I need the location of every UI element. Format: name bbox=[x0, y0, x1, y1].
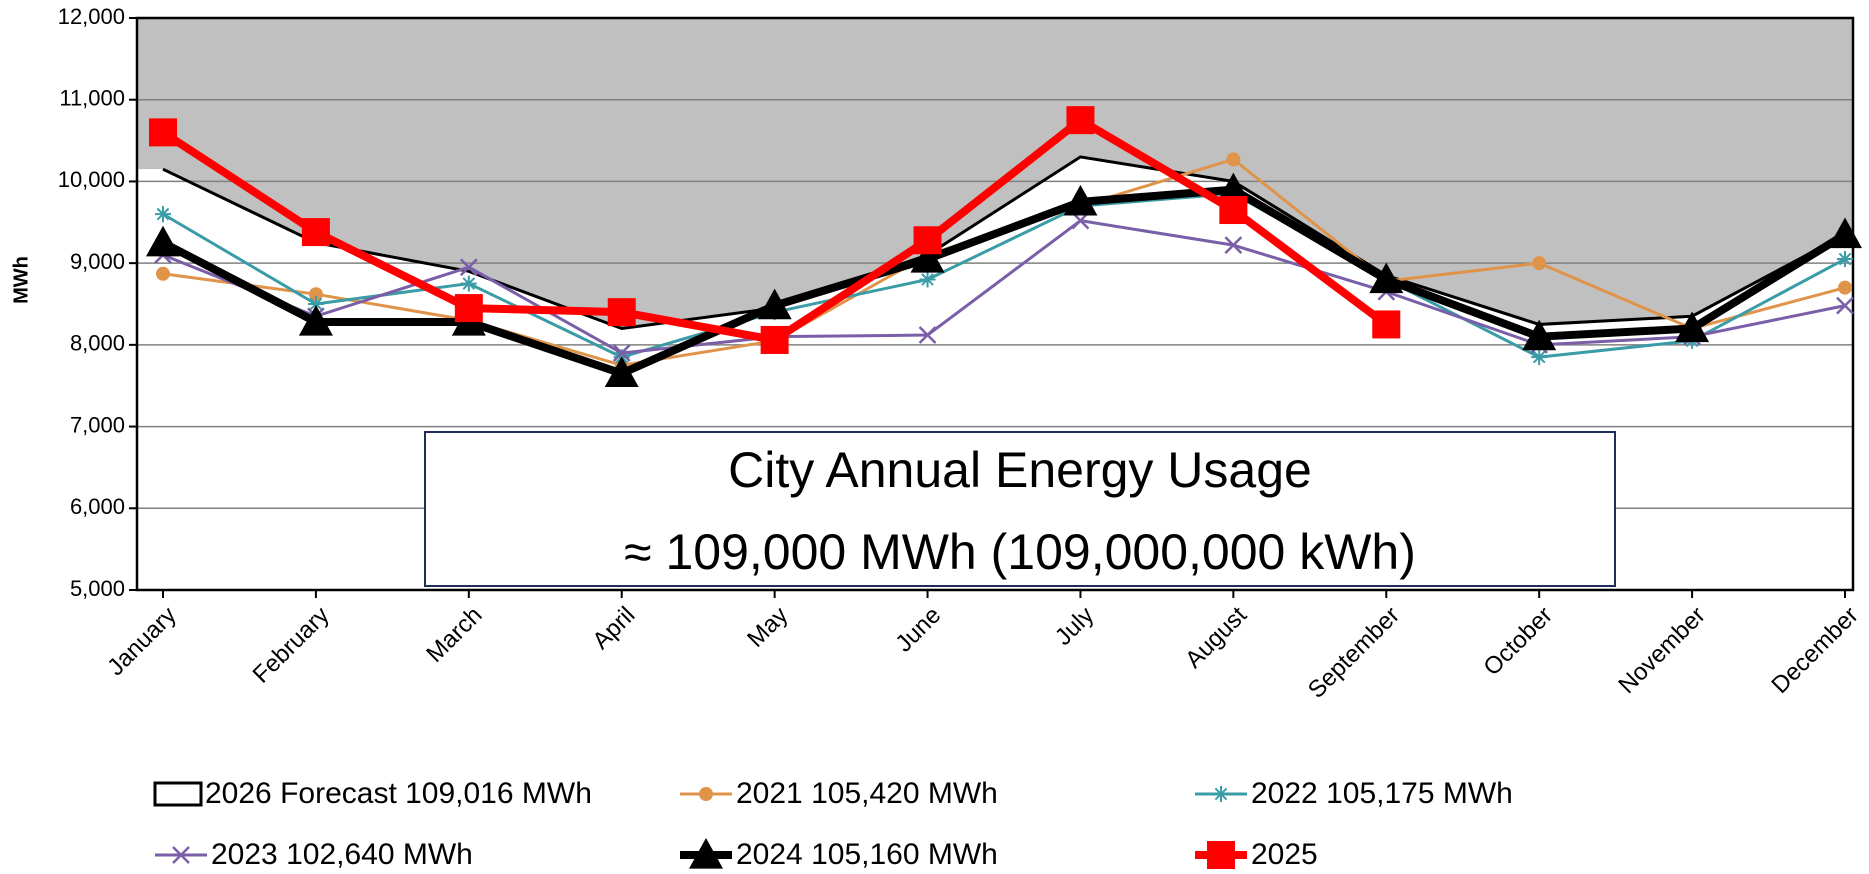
marker bbox=[612, 344, 631, 362]
legend-label: 2022 105,175 MWh bbox=[1251, 777, 1513, 810]
legend-entry: 2024 105,160 MWh bbox=[680, 838, 998, 871]
legend-label: 2021 105,420 MWh bbox=[736, 777, 998, 810]
marker bbox=[308, 287, 323, 302]
x-tick-label: February bbox=[248, 602, 335, 689]
marker bbox=[910, 242, 945, 273]
marker bbox=[1838, 280, 1852, 295]
marker bbox=[1226, 152, 1241, 167]
marker bbox=[460, 275, 477, 292]
series-line bbox=[162, 192, 1846, 359]
marker bbox=[155, 206, 171, 223]
marker bbox=[1066, 106, 1095, 135]
legend-entry: 2026 Forecast 109,016 MWh bbox=[153, 777, 592, 810]
marker bbox=[760, 325, 789, 354]
legend-entry: 2023 102,640 MWh bbox=[155, 838, 473, 871]
x-tick-label: January bbox=[102, 602, 181, 681]
series-line bbox=[161, 185, 1848, 378]
marker bbox=[913, 226, 942, 255]
y-tick-label: 8,000 bbox=[70, 331, 125, 356]
marker bbox=[454, 294, 483, 323]
marker bbox=[919, 271, 936, 288]
y-tick-label: 6,000 bbox=[70, 494, 125, 519]
marker bbox=[301, 218, 330, 247]
marker bbox=[757, 288, 792, 320]
area-line bbox=[162, 155, 1846, 331]
marker bbox=[604, 356, 639, 388]
y-tick-label: 12,000 bbox=[58, 4, 125, 29]
marker bbox=[918, 326, 937, 344]
annotation-box bbox=[424, 431, 1616, 587]
legend-entry: 2025 bbox=[1195, 838, 1318, 871]
marker bbox=[689, 838, 723, 869]
marker bbox=[172, 846, 190, 864]
y-tick-label: 5,000 bbox=[70, 576, 125, 601]
x-tick-label: April bbox=[587, 602, 640, 655]
legend-label: 2025 bbox=[1251, 838, 1318, 871]
marker bbox=[149, 118, 177, 147]
x-tick-label: July bbox=[1050, 602, 1099, 651]
marker bbox=[156, 266, 170, 281]
marker bbox=[1372, 310, 1401, 339]
legend-entry: 2021 105,420 MWh bbox=[680, 777, 998, 810]
legend-label: 2023 102,640 MWh bbox=[211, 838, 473, 871]
annotation-text: City Annual Energy Usage bbox=[728, 442, 1312, 498]
marker bbox=[1531, 349, 1548, 366]
series-line bbox=[162, 219, 1846, 355]
marker bbox=[298, 304, 333, 336]
y-tick-label: 9,000 bbox=[70, 249, 125, 274]
legend-entry: 2022 105,175 MWh bbox=[1195, 777, 1513, 810]
legend-label: 2024 105,160 MWh bbox=[736, 838, 998, 871]
x-tick-label: March bbox=[421, 602, 487, 668]
x-tick-label: August bbox=[1180, 601, 1252, 673]
marker bbox=[1224, 236, 1243, 255]
y-tick-label: 7,000 bbox=[70, 412, 125, 437]
marker bbox=[1532, 256, 1547, 271]
marker bbox=[1522, 319, 1557, 351]
x-tick-label: December bbox=[1766, 602, 1863, 699]
marker bbox=[1836, 296, 1854, 315]
marker bbox=[1216, 172, 1251, 204]
marker bbox=[1675, 311, 1710, 343]
x-tick-label: June bbox=[890, 602, 946, 658]
marker bbox=[1063, 184, 1098, 216]
marker bbox=[1219, 196, 1248, 225]
marker bbox=[1213, 786, 1229, 802]
marker bbox=[307, 296, 324, 312]
marker bbox=[699, 787, 713, 801]
legend-label: 2026 Forecast 109,016 MWh bbox=[205, 777, 592, 810]
annotation-text: ≈ 109,000 MWh (109,000,000 kWh) bbox=[624, 524, 1416, 580]
marker bbox=[459, 258, 478, 277]
y-tick-label: 10,000 bbox=[58, 167, 125, 192]
marker bbox=[1828, 217, 1862, 249]
x-tick-label: September bbox=[1303, 602, 1405, 704]
y-tick-label: 11,000 bbox=[59, 86, 125, 111]
marker bbox=[1837, 251, 1853, 268]
y-axis-label: MWh bbox=[10, 256, 32, 304]
marker bbox=[1207, 841, 1235, 869]
marker bbox=[146, 225, 180, 257]
x-tick-label: November bbox=[1613, 602, 1710, 699]
marker bbox=[1369, 262, 1404, 294]
marker bbox=[607, 298, 636, 327]
x-tick-label: May bbox=[742, 602, 793, 653]
plot-frame bbox=[135, 16, 1855, 592]
legend-swatch bbox=[153, 781, 203, 807]
x-tick-label: October bbox=[1478, 602, 1557, 681]
